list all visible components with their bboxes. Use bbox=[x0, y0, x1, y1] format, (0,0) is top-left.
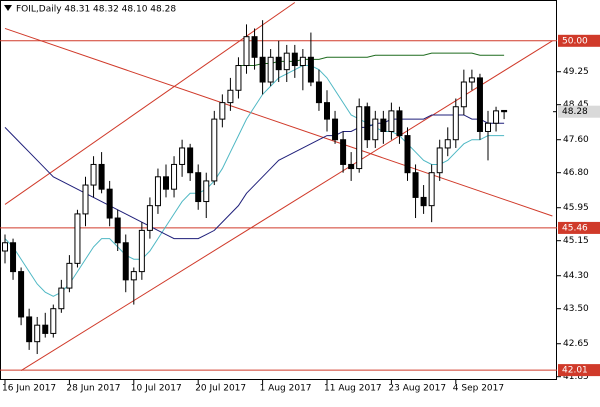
candle-body bbox=[58, 287, 65, 310]
candle-body bbox=[66, 262, 73, 289]
y-tick-label: 45.15 bbox=[563, 236, 589, 246]
candle-body bbox=[493, 110, 500, 124]
candle-body bbox=[154, 176, 161, 207]
candle-body bbox=[50, 308, 57, 334]
candle-body bbox=[251, 36, 258, 58]
candle-body bbox=[10, 242, 17, 273]
candle-body bbox=[388, 110, 395, 132]
candle-body bbox=[428, 172, 435, 207]
last-price-box bbox=[558, 105, 600, 118]
x-tick-label: 4 Sep 2017 bbox=[453, 384, 504, 394]
level-label-box bbox=[558, 34, 600, 47]
y-tick-label: 49.25 bbox=[563, 67, 589, 77]
candle-body bbox=[444, 139, 451, 149]
candle-body bbox=[227, 89, 234, 104]
candle-body bbox=[404, 135, 411, 174]
candle-body bbox=[171, 163, 178, 190]
candle-body bbox=[195, 172, 202, 203]
y-tick-label: 47.60 bbox=[563, 135, 589, 145]
candle-body bbox=[420, 196, 427, 207]
level-label-box bbox=[558, 364, 600, 377]
candle-body bbox=[307, 56, 314, 83]
y-tick-label: 48.45 bbox=[563, 100, 589, 110]
candle-body bbox=[501, 109, 508, 113]
candle-body bbox=[340, 139, 347, 165]
y-tick-label: 43.50 bbox=[563, 304, 589, 314]
candle-body bbox=[315, 81, 322, 104]
candle-body bbox=[2, 242, 8, 252]
candle-body bbox=[485, 122, 491, 132]
menu-icon bbox=[4, 5, 12, 11]
trend-line bbox=[4, 27, 553, 217]
x-tick-label: 28 Jun 2017 bbox=[66, 384, 120, 394]
level-label: 50.00 bbox=[562, 36, 588, 46]
candle-body bbox=[122, 242, 129, 281]
candle-body bbox=[380, 118, 387, 132]
candle-body bbox=[18, 271, 25, 318]
level-label: 42.01 bbox=[562, 366, 588, 376]
y-tick-label: 41.85 bbox=[563, 372, 589, 382]
candle-body bbox=[259, 56, 266, 83]
y-tick-label: 45.95 bbox=[563, 203, 589, 213]
last-price-label: 48.28 bbox=[562, 107, 588, 117]
candle-body bbox=[332, 118, 339, 141]
candle-body bbox=[412, 172, 419, 198]
chart-title: FOIL,Daily 48.31 48.32 48.10 48.28 bbox=[16, 5, 176, 15]
y-tick-label: 42.65 bbox=[563, 339, 589, 349]
candle-body bbox=[364, 106, 371, 141]
x-tick-label: 11 Aug 2017 bbox=[324, 384, 382, 394]
plot-area bbox=[0, 2, 557, 371]
candle-body bbox=[436, 147, 443, 174]
candle-body bbox=[267, 56, 274, 83]
level-label-box bbox=[558, 221, 600, 234]
series-line bbox=[238, 52, 505, 67]
candle-body bbox=[460, 81, 467, 108]
candle-body bbox=[235, 65, 242, 91]
candle-body bbox=[211, 118, 218, 182]
candle-body bbox=[74, 213, 81, 264]
candle-body bbox=[452, 106, 459, 141]
candle-body bbox=[114, 217, 121, 244]
candle-body bbox=[396, 110, 403, 137]
candle-body bbox=[324, 102, 330, 120]
candle-body bbox=[372, 118, 379, 141]
candle-body bbox=[179, 147, 186, 165]
candle-body bbox=[356, 106, 363, 170]
series-line bbox=[4, 65, 505, 297]
candle-body bbox=[468, 77, 475, 83]
level-label: 45.46 bbox=[562, 223, 588, 233]
candle-body bbox=[138, 229, 145, 273]
candle-body bbox=[243, 36, 250, 67]
x-tick-label: 20 Jul 2017 bbox=[195, 384, 246, 394]
x-tick-label: 23 Aug 2017 bbox=[388, 384, 446, 394]
candle-body bbox=[163, 176, 169, 190]
candle-body bbox=[348, 163, 355, 170]
y-tick-label: 46.80 bbox=[563, 168, 589, 178]
candle-body bbox=[90, 163, 97, 186]
candle-body bbox=[42, 324, 49, 334]
candle-body bbox=[476, 77, 483, 132]
candle-body bbox=[26, 316, 33, 343]
candle-body bbox=[219, 102, 226, 120]
candle-body bbox=[34, 324, 41, 343]
candle-body bbox=[291, 52, 298, 67]
candle-body bbox=[130, 271, 137, 281]
candle-body bbox=[146, 205, 153, 231]
x-tick-label: 16 Jun 2017 bbox=[2, 384, 56, 394]
candle-body bbox=[82, 184, 89, 215]
candle-body bbox=[187, 147, 194, 174]
candle-body bbox=[299, 56, 306, 67]
candle-body bbox=[203, 180, 210, 203]
candle-body bbox=[98, 163, 105, 190]
x-tick-label: 1 Aug 2017 bbox=[260, 384, 312, 394]
candle-body bbox=[275, 56, 282, 71]
candle-body bbox=[106, 188, 113, 219]
candle-body bbox=[283, 52, 290, 71]
y-tick-label: 44.30 bbox=[563, 271, 589, 281]
x-tick-label: 10 Jul 2017 bbox=[131, 384, 182, 394]
